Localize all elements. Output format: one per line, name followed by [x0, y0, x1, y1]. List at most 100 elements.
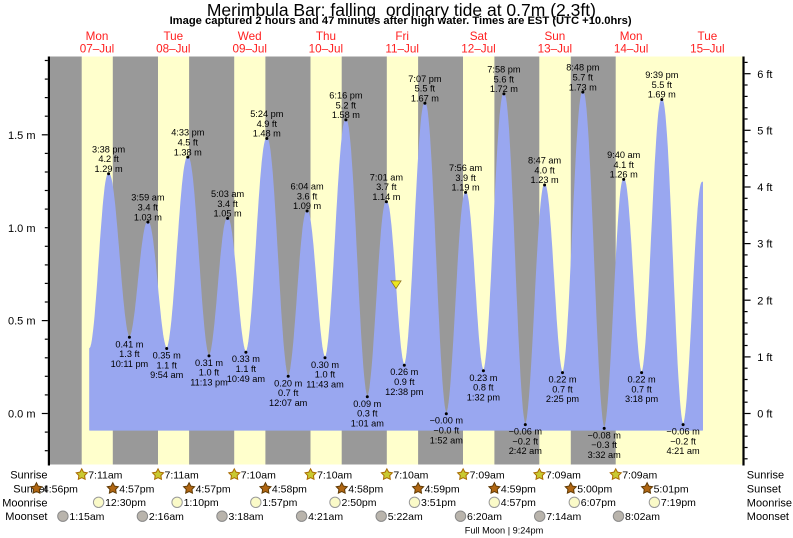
svg-text:Moonset: Moonset — [747, 511, 789, 523]
svg-text:11:43 am: 11:43 am — [306, 379, 344, 389]
svg-text:7:09am: 7:09am — [622, 470, 657, 482]
svg-text:Sun: Sun — [545, 30, 566, 43]
svg-text:7:14am: 7:14am — [546, 511, 581, 523]
svg-text:4.2 ft: 4.2 ft — [98, 154, 119, 164]
svg-text:7:19pm: 7:19pm — [661, 497, 696, 509]
svg-text:12:38 pm: 12:38 pm — [385, 387, 424, 397]
svg-text:0.23 m: 0.23 m — [469, 373, 497, 383]
svg-text:Tue: Tue — [698, 30, 718, 43]
svg-text:12:07 am: 12:07 am — [269, 398, 308, 408]
svg-text:1.03 m: 1.03 m — [134, 212, 162, 222]
svg-text:3.7 ft: 3.7 ft — [376, 182, 397, 192]
svg-text:6:04 am: 6:04 am — [290, 182, 324, 192]
svg-text:1.0 ft: 1.0 ft — [315, 370, 336, 380]
svg-text:1.48 m: 1.48 m — [253, 129, 281, 139]
svg-text:7:01 am: 7:01 am — [370, 172, 404, 182]
svg-text:−0.3 ft: −0.3 ft — [591, 440, 617, 450]
svg-text:10:49 am: 10:49 am — [227, 374, 266, 384]
svg-text:Thu: Thu — [316, 30, 336, 43]
svg-text:Tue: Tue — [163, 30, 183, 43]
svg-text:3:59 am: 3:59 am — [131, 193, 165, 203]
svg-text:0.22 m: 0.22 m — [628, 375, 656, 385]
svg-text:9:54 am: 9:54 am — [150, 370, 184, 380]
svg-text:4:57pm: 4:57pm — [196, 483, 231, 495]
svg-text:1.0 ft: 1.0 ft — [199, 368, 220, 378]
svg-text:3.9 ft: 3.9 ft — [455, 173, 476, 183]
svg-text:08–Jul: 08–Jul — [156, 42, 190, 55]
svg-text:9:39 pm: 9:39 pm — [645, 70, 679, 80]
svg-text:−0.2 ft: −0.2 ft — [670, 436, 696, 446]
svg-text:−0.2 ft: −0.2 ft — [512, 436, 538, 446]
svg-text:1.72 m: 1.72 m — [490, 84, 518, 94]
svg-text:1.3 ft: 1.3 ft — [119, 349, 140, 359]
svg-text:−0.00 m: −0.00 m — [430, 416, 464, 426]
svg-text:1.29 m: 1.29 m — [95, 164, 123, 174]
svg-text:−0.06 m: −0.06 m — [509, 427, 543, 437]
svg-text:0.30 m: 0.30 m — [311, 360, 339, 370]
svg-text:7:58 pm: 7:58 pm — [487, 65, 521, 75]
svg-text:8:02am: 8:02am — [625, 511, 660, 523]
svg-text:8:47 am: 8:47 am — [528, 156, 562, 166]
svg-text:0.0 m: 0.0 m — [8, 409, 36, 421]
svg-text:Moonset: Moonset — [5, 511, 47, 523]
svg-text:12–Jul: 12–Jul — [461, 42, 495, 55]
svg-text:1:52 am: 1:52 am — [430, 435, 464, 445]
svg-text:Moonrise: Moonrise — [747, 497, 792, 509]
svg-text:5.6 ft: 5.6 ft — [494, 74, 515, 84]
svg-text:Fri: Fri — [395, 30, 409, 43]
svg-text:4.0 ft: 4.0 ft — [534, 165, 555, 175]
svg-text:10–Jul: 10–Jul — [309, 42, 343, 55]
svg-text:1.58 m: 1.58 m — [332, 110, 360, 120]
svg-text:7:10am: 7:10am — [241, 470, 276, 482]
svg-text:1.09 m: 1.09 m — [293, 201, 321, 211]
svg-text:0.35 m: 0.35 m — [153, 351, 181, 361]
svg-text:Moonrise: Moonrise — [2, 497, 47, 509]
svg-text:3:18 pm: 3:18 pm — [625, 394, 659, 404]
svg-text:4 ft: 4 ft — [757, 182, 772, 194]
svg-text:0.33 m: 0.33 m — [232, 354, 260, 364]
svg-text:4:21am: 4:21am — [308, 511, 343, 523]
svg-text:0.3 ft: 0.3 ft — [357, 409, 378, 419]
svg-text:1:01 am: 1:01 am — [351, 418, 385, 428]
svg-text:0.9 ft: 0.9 ft — [394, 377, 415, 387]
svg-text:11–Jul: 11–Jul — [385, 42, 419, 55]
svg-text:0.7 ft: 0.7 ft — [631, 384, 652, 394]
svg-text:1:32 pm: 1:32 pm — [467, 392, 501, 402]
svg-text:1:15am: 1:15am — [69, 511, 104, 523]
svg-text:7:10am: 7:10am — [317, 470, 352, 482]
svg-text:2:25 pm: 2:25 pm — [546, 394, 580, 404]
svg-text:5.2 ft: 5.2 ft — [336, 100, 357, 110]
svg-text:6:07pm: 6:07pm — [581, 497, 616, 509]
svg-text:0.22 m: 0.22 m — [548, 375, 576, 385]
svg-text:7:11am: 7:11am — [165, 470, 199, 482]
svg-text:4:59pm: 4:59pm — [425, 483, 460, 495]
svg-text:5:24 pm: 5:24 pm — [250, 109, 284, 119]
svg-text:Image captured 2 hours and 47: Image captured 2 hours and 47 minutes af… — [170, 15, 632, 27]
svg-text:4:33 pm: 4:33 pm — [171, 128, 205, 138]
svg-text:1:57pm: 1:57pm — [262, 497, 297, 509]
svg-text:7:11am: 7:11am — [88, 470, 122, 482]
svg-text:3:51pm: 3:51pm — [421, 497, 456, 509]
svg-text:1:10pm: 1:10pm — [184, 497, 219, 509]
svg-text:Sunrise: Sunrise — [747, 470, 784, 482]
svg-text:2:16am: 2:16am — [149, 511, 184, 523]
svg-text:2:50pm: 2:50pm — [342, 497, 377, 509]
svg-text:0.20 m: 0.20 m — [274, 378, 302, 388]
svg-text:0.09 m: 0.09 m — [353, 399, 381, 409]
svg-text:9:40 am: 9:40 am — [607, 150, 641, 160]
svg-text:1.14 m: 1.14 m — [372, 192, 400, 202]
svg-text:7:09am: 7:09am — [546, 470, 581, 482]
svg-text:0 ft: 0 ft — [757, 409, 772, 421]
svg-text:3:18am: 3:18am — [229, 511, 264, 523]
svg-text:−0.08 m: −0.08 m — [587, 430, 621, 440]
svg-text:5:03 am: 5:03 am — [211, 189, 245, 199]
svg-text:−0.0 ft: −0.0 ft — [433, 426, 459, 436]
svg-text:7:10am: 7:10am — [393, 470, 428, 482]
svg-text:1.1 ft: 1.1 ft — [236, 364, 257, 374]
svg-text:5 ft: 5 ft — [757, 125, 772, 137]
svg-text:0.8 ft: 0.8 ft — [473, 383, 494, 393]
svg-text:0.7 ft: 0.7 ft — [278, 388, 299, 398]
svg-text:6 ft: 6 ft — [757, 69, 772, 81]
svg-text:1.5 m: 1.5 m — [8, 130, 36, 142]
svg-text:4:59pm: 4:59pm — [501, 483, 536, 495]
